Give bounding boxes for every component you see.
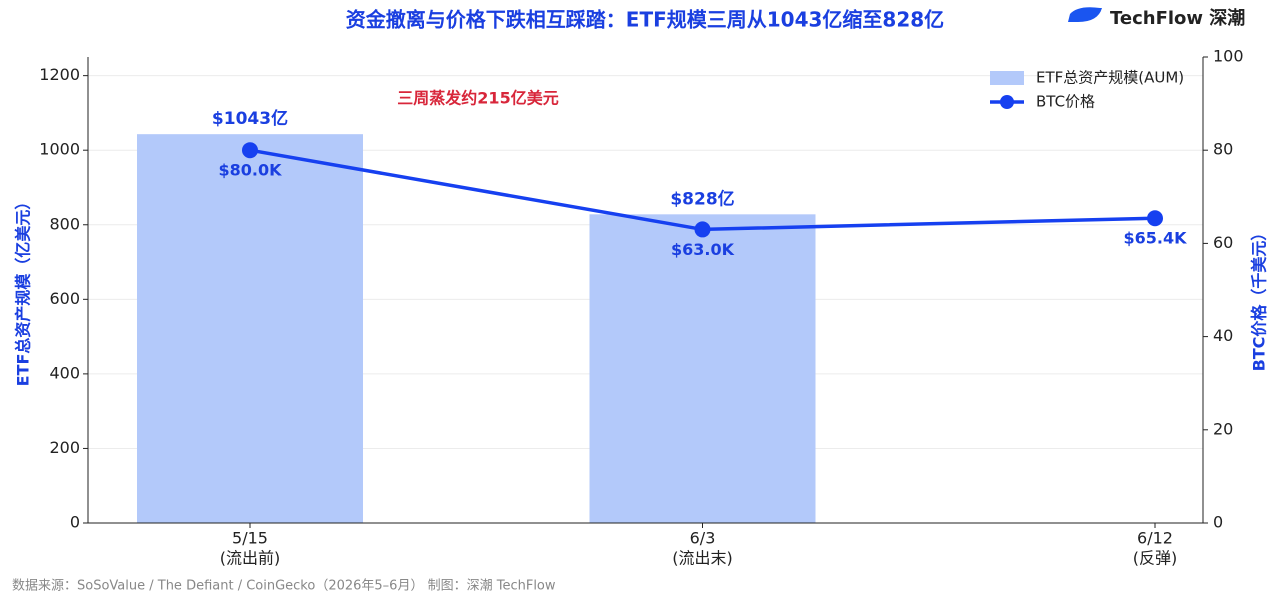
line-value-label: $63.0K <box>671 240 735 259</box>
y2-tick-label: 80 <box>1213 140 1233 159</box>
annotation: 三周蒸发约215亿美元 <box>397 89 558 108</box>
y-tick-label: 1200 <box>39 65 80 84</box>
y-axis-label: ETF总资产规模（亿美元） <box>14 194 33 387</box>
x-tick-label: (反弹) <box>1133 549 1178 568</box>
legend-label: BTC价格 <box>1036 93 1095 111</box>
x-tick-label: 6/3 <box>690 529 716 548</box>
legend-swatch <box>1000 95 1014 109</box>
y2-tick-label: 40 <box>1213 326 1233 345</box>
bar-value-label: $828亿 <box>670 188 734 209</box>
y-tick-label: 200 <box>49 438 80 457</box>
y2-axis-label: BTC价格（千美元） <box>1250 225 1269 372</box>
y-tick-label: 0 <box>70 513 80 532</box>
line-value-label: $80.0K <box>218 161 282 180</box>
legend-swatch <box>990 71 1024 85</box>
bar <box>589 214 816 523</box>
y-tick-label: 600 <box>49 289 80 308</box>
y2-tick-label: 20 <box>1213 419 1233 438</box>
brand: TechFlow 深潮 <box>1110 7 1245 29</box>
y2-tick-label: 60 <box>1213 233 1233 252</box>
y-tick-label: 400 <box>49 363 80 382</box>
line-point <box>694 221 711 238</box>
chart-title: 资金撤离与价格下跌相互踩踏：ETF规模三周从1043亿缩至828亿 <box>346 8 944 32</box>
x-tick-label: (流出末) <box>672 549 733 568</box>
line-point <box>1147 210 1163 227</box>
y2-tick-label: 0 <box>1213 513 1223 532</box>
y2-tick-label: 100 <box>1213 47 1244 66</box>
logo-icon <box>1068 7 1102 22</box>
line-value-label: $65.4K <box>1123 229 1187 248</box>
legend-label: ETF总资产规模(AUM) <box>1036 69 1184 87</box>
x-tick-label: 5/15 <box>232 529 268 548</box>
bar <box>137 134 363 523</box>
bar-value-label: $1043亿 <box>212 108 288 129</box>
y-tick-label: 1000 <box>39 140 80 159</box>
y-tick-label: 800 <box>49 214 80 233</box>
source: 数据来源：SoSoValue / The Defiant / CoinGecko… <box>12 579 556 594</box>
x-tick-label: 6/12 <box>1137 529 1173 548</box>
line-point <box>242 142 258 159</box>
x-tick-label: (流出前) <box>220 549 281 568</box>
